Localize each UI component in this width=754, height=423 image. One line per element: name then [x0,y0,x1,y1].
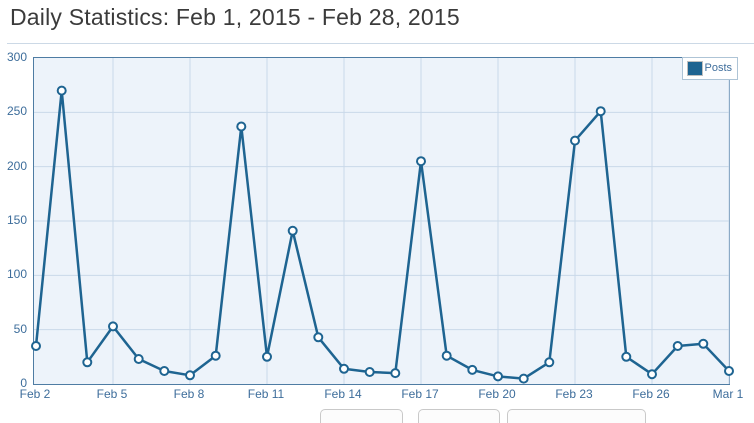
footer-partial-button-3[interactable] [507,409,646,423]
data-point-marker [108,321,118,332]
data-point-marker [364,367,375,377]
x-tick-label: Mar 1 [712,387,744,401]
data-point-marker [287,225,298,236]
data-point-marker [570,135,580,146]
data-point-marker [544,357,555,368]
data-point-marker [236,121,247,132]
x-tick-label: Feb 20 [478,387,516,401]
data-point-marker [82,357,93,368]
data-point-marker [416,156,426,167]
page-title: Daily Statistics: Feb 1, 2015 - Feb 28, … [10,4,460,30]
y-tick-label: 0 [20,376,27,390]
data-point-marker [185,370,195,381]
legend-label: Posts [704,62,732,74]
data-point-marker [672,341,683,351]
posts-line-chart-plot-area [31,57,734,385]
posts-series-line [34,89,731,380]
chart-legend: Posts [682,57,738,80]
footer-partial-button-2[interactable] [418,409,500,423]
y-tick-label: 200 [6,158,27,173]
data-point-marker [339,363,349,374]
y-tick-label: 300 [6,50,27,64]
x-tick-label: Feb 11 [247,387,285,401]
y-tick-label: 150 [6,213,27,227]
x-tick-label: Feb 2 [19,387,51,401]
posts-line-chart-svg [31,58,734,384]
x-tick-label: Feb 5 [96,387,128,401]
data-point-marker [621,351,632,362]
footer-partial-button-1[interactable] [320,409,403,423]
x-tick-label: Feb 26 [632,387,670,401]
data-point-marker [210,350,221,361]
data-point-marker [467,364,478,375]
posts-series-swatch-icon [687,61,704,76]
data-point-marker [441,350,452,361]
data-point-marker [518,373,529,384]
y-tick-label: 100 [6,267,27,282]
x-tick-label: Feb 23 [555,387,593,401]
data-point-marker [133,354,144,364]
data-point-marker [159,366,170,376]
data-point-marker [31,341,41,351]
data-point-marker [493,371,503,382]
data-point-marker [724,366,734,376]
data-point-marker [647,369,657,380]
title-divider [7,43,754,44]
data-point-marker [56,85,67,96]
x-tick-label: Feb 8 [173,387,205,401]
data-point-marker [313,332,324,343]
data-point-marker [595,106,606,117]
y-tick-label: 50 [13,321,27,336]
data-point-marker [698,338,709,349]
y-tick-label: 250 [6,104,27,119]
data-point-marker [390,368,401,379]
x-tick-label: Feb 17 [401,387,439,401]
x-tick-label: Feb 14 [324,387,362,401]
data-point-marker [262,351,272,362]
